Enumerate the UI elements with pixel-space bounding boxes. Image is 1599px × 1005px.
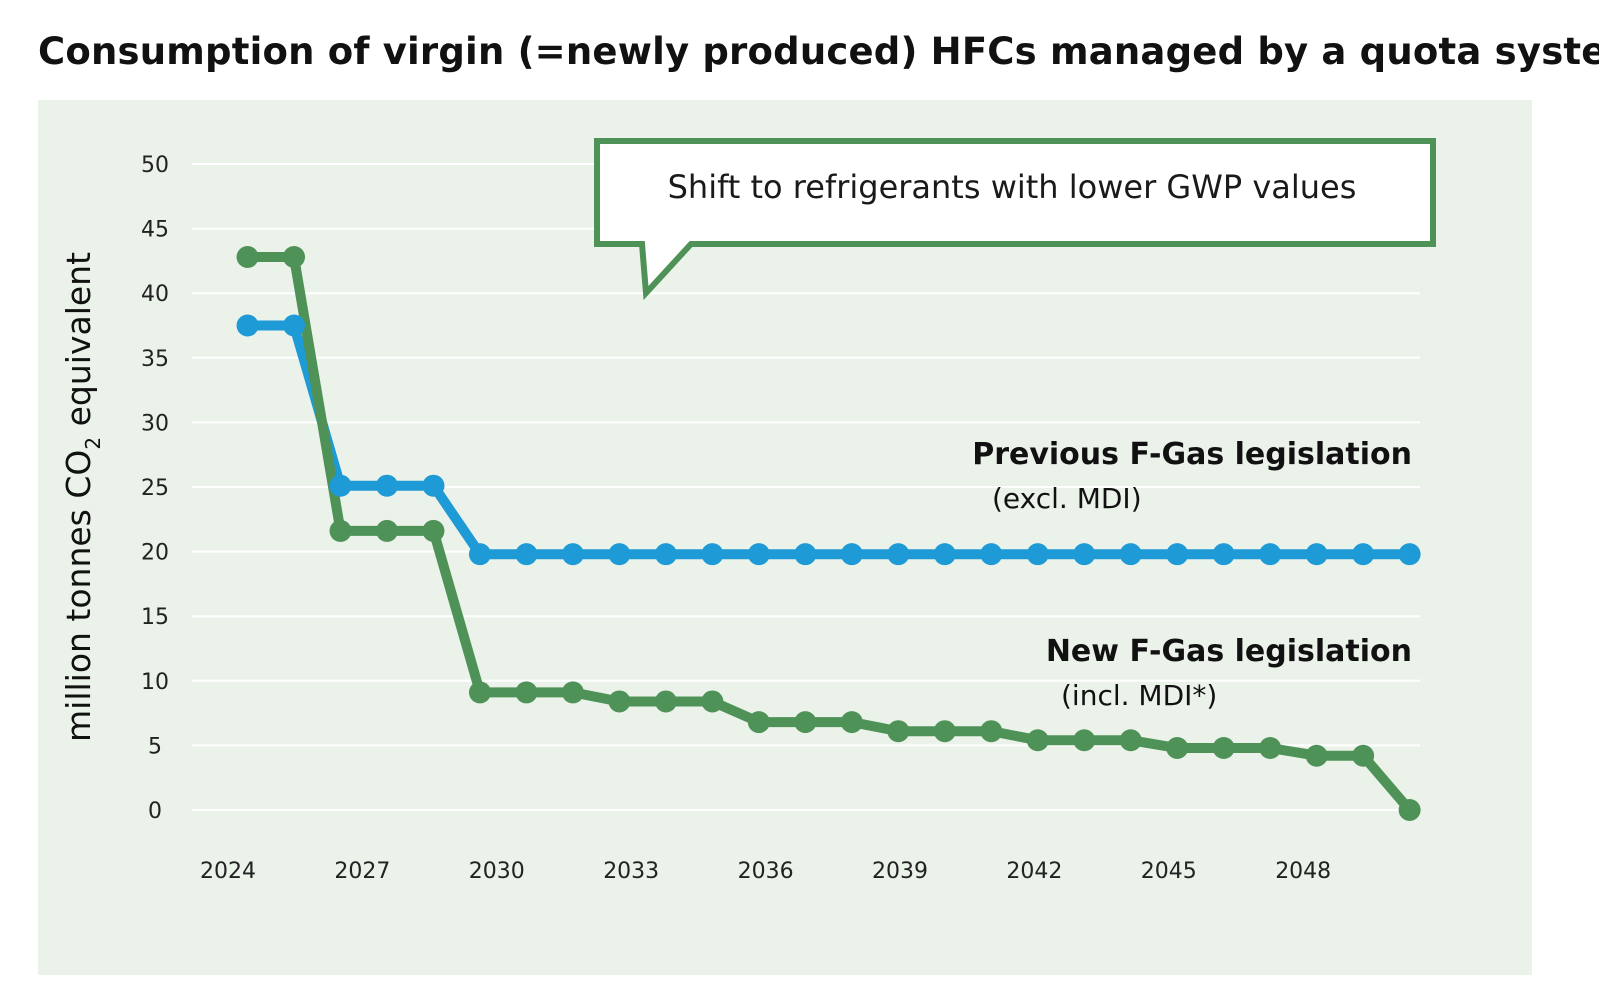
y-axis-label-tail: equivalent [59,252,98,437]
y-axis-label-main: million tonnes CO [59,450,98,742]
data-point-0 [1166,543,1189,566]
data-point-0 [1398,543,1421,566]
series-line-1 [242,252,1415,815]
data-point-1 [1212,736,1235,759]
data-point-0 [515,543,538,566]
series-note-previous: (excl. MDI) [992,482,1142,515]
data-point-0 [1259,543,1282,566]
y-axis-label-subscript: 2 [81,437,105,450]
data-point-0 [1305,543,1328,566]
data-point-1 [422,519,445,542]
series-note-new: (incl. MDI*) [1061,679,1217,712]
data-point-0 [561,543,584,566]
y-tick-label: 25 [141,476,169,501]
data-point-1 [654,690,677,713]
x-tick-label: 2045 [1141,859,1197,884]
data-point-1 [701,690,724,713]
data-point-1 [468,681,491,704]
y-tick-label: 10 [141,670,169,695]
callout-box [594,138,1436,301]
data-point-0 [608,543,631,566]
data-point-1 [1352,744,1375,767]
series-lines [242,252,1415,815]
x-tick-label: 2024 [200,859,256,884]
data-point-1 [794,711,817,734]
y-tick-label: 5 [148,734,162,759]
x-tick-label: 2030 [469,859,525,884]
data-point-0 [468,543,491,566]
y-tick-label: 0 [148,799,162,824]
data-point-0 [329,474,352,497]
data-point-0 [375,474,398,497]
data-point-1 [1026,729,1049,752]
data-point-1 [933,720,956,743]
legend-previous: Previous F-Gas legislation (excl. MDI) [972,437,1412,515]
data-point-1 [515,681,538,704]
data-point-1 [1305,744,1328,767]
x-axis-ticks: 2024 2027 2030 2033 2036 2039 2042 2045 2048 [200,859,1331,884]
y-axis-ticks: 0 5 10 15 20 25 30 35 40 45 50 [141,153,169,824]
data-point-1 [747,711,770,734]
data-point-0 [1212,543,1235,566]
y-tick-label: 15 [141,605,169,630]
data-point-0 [887,543,910,566]
data-point-0 [654,543,677,566]
data-point-0 [283,314,306,337]
data-point-0 [933,543,956,566]
x-tick-label: 2027 [334,859,390,884]
data-point-0 [1352,543,1375,566]
legend-new: New F-Gas legislation (incl. MDI*) [1046,634,1412,712]
data-point-1 [980,720,1003,743]
data-point-0 [1119,543,1142,566]
series-points [236,246,1421,821]
data-point-1 [283,246,306,269]
data-point-1 [840,711,863,734]
data-point-0 [840,543,863,566]
data-point-1 [1119,729,1142,752]
data-point-1 [1259,736,1282,759]
data-point-1 [1166,736,1189,759]
y-tick-label: 45 [141,218,169,243]
callout-text: Shift to refrigerants with lower GWP val… [668,168,1357,206]
chart-title: Consumption of virgin (=newly produced) … [38,30,1599,73]
x-tick-label: 2039 [872,859,928,884]
data-point-1 [887,720,910,743]
data-point-1 [1398,799,1421,821]
data-point-0 [236,314,259,337]
series-label-new: New F-Gas legislation [1046,634,1412,669]
x-tick-label: 2033 [603,859,659,884]
y-tick-label: 40 [141,282,169,307]
data-point-1 [236,246,259,269]
data-point-1 [329,519,352,542]
data-point-0 [701,543,724,566]
y-tick-label: 50 [141,153,169,178]
y-axis-label: million tonnes CO2 equivalent [59,252,105,742]
data-point-0 [1073,543,1096,566]
data-point-0 [1026,543,1049,566]
data-point-1 [375,519,398,542]
data-point-0 [422,474,445,497]
x-tick-label: 2048 [1275,859,1331,884]
data-point-1 [608,690,631,713]
x-tick-label: 2036 [738,859,794,884]
data-point-0 [747,543,770,566]
x-tick-label: 2042 [1006,859,1062,884]
series-label-previous: Previous F-Gas legislation [972,437,1412,472]
y-tick-label: 30 [141,411,169,436]
data-point-1 [1073,729,1096,752]
y-tick-label: 20 [141,541,169,566]
data-point-0 [794,543,817,566]
annotation-callout: Shift to refrigerants with lower GWP val… [594,138,1436,301]
y-tick-label: 35 [141,347,169,372]
data-point-1 [561,681,584,704]
data-point-0 [980,543,1003,566]
